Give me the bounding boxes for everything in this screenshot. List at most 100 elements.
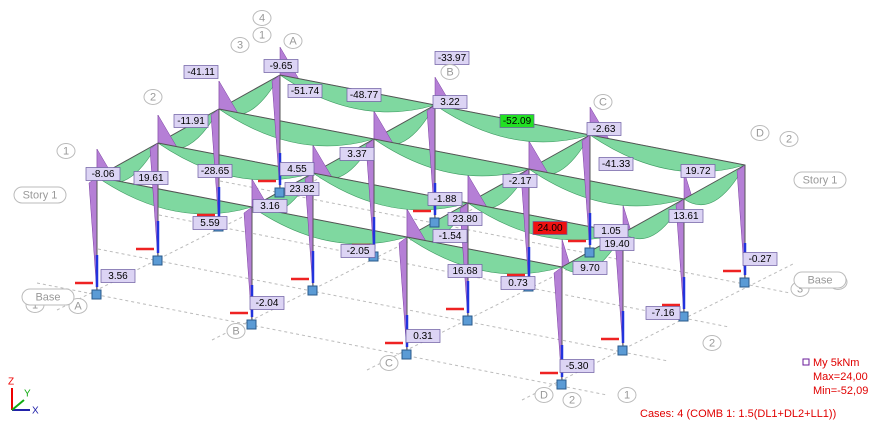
level-label: Base — [35, 291, 60, 303]
grid-bubble-label: 3 — [237, 39, 243, 51]
label-box — [502, 174, 538, 188]
legend-max: Max=24,00 — [813, 371, 868, 383]
moment-diagram-neg — [406, 208, 427, 241]
label-box — [599, 237, 635, 251]
value-label: -41.11 — [187, 67, 215, 78]
level-box — [793, 171, 847, 189]
legend-min: Min=-52,09 — [813, 385, 868, 397]
grid-bubble — [617, 387, 637, 403]
label-box — [559, 359, 595, 373]
level-box — [13, 186, 67, 204]
moment-diagram-neg — [528, 140, 549, 173]
label-box — [680, 164, 716, 178]
support — [246, 319, 257, 330]
label-box — [346, 88, 382, 102]
support — [91, 289, 102, 300]
grid-bubble-label: C — [385, 357, 393, 369]
value-label: 4.55 — [287, 164, 307, 175]
value-label: 3.56 — [108, 271, 128, 282]
value-label: -9.65 — [270, 61, 293, 72]
label-box — [284, 182, 320, 196]
label-box — [447, 212, 483, 226]
legend-icon — [802, 358, 810, 366]
moment-diagram — [406, 236, 563, 275]
axis-x-label: X — [32, 406, 39, 417]
label-box — [197, 164, 233, 178]
grid-bubble-label: B — [232, 325, 239, 337]
grid-bubble-label: 2 — [709, 337, 715, 349]
value-label: -1.54 — [439, 231, 462, 242]
support — [584, 247, 595, 258]
grid-bubble — [252, 10, 272, 26]
overlay: -41.11 -9.65 -33.97 -51.74 -48.77 3.22 -11.91 -… — [13, 10, 848, 408]
label-box — [85, 167, 121, 181]
support — [429, 217, 440, 228]
label-box — [598, 157, 634, 171]
support — [274, 187, 285, 198]
label-box — [173, 114, 209, 128]
label-box — [287, 84, 323, 98]
value-label: 0.73 — [508, 278, 528, 289]
grid-bubble — [534, 387, 554, 403]
grid-bubble-label: A — [74, 300, 82, 312]
value-label: 23.80 — [452, 214, 477, 225]
label-box — [249, 296, 285, 310]
value-label: 3.37 — [347, 149, 367, 160]
label-box — [183, 65, 219, 79]
support — [739, 277, 750, 288]
label-box — [742, 252, 778, 266]
label-box — [499, 114, 535, 128]
moment-diagram-neg — [561, 238, 570, 268]
grid-bubble-label: B — [446, 66, 453, 78]
grid-bubble — [750, 125, 770, 141]
value-label: 3.22 — [440, 97, 460, 108]
label-box — [192, 216, 228, 230]
label-box — [432, 95, 468, 109]
value-label: 13.61 — [673, 211, 698, 222]
label-box — [645, 306, 681, 320]
value-label: 5.59 — [200, 218, 220, 229]
grid-bubble-label: 2 — [150, 91, 156, 103]
grid-bubble — [779, 131, 799, 147]
value-label: -51.74 — [291, 86, 320, 97]
support — [307, 285, 318, 296]
grid-bubble-label: 4 — [259, 12, 265, 24]
grid-bubble-label: 3 — [797, 283, 803, 295]
grid-line — [521, 262, 796, 401]
moment-diagram-neg — [373, 110, 394, 143]
label-box — [586, 122, 622, 136]
value-label: -0.27 — [749, 254, 772, 265]
moment-diagram-neg — [312, 144, 333, 177]
value-label: -8.06 — [92, 169, 115, 180]
value-label: -48.77 — [350, 90, 379, 101]
support — [462, 315, 473, 326]
label-box — [339, 147, 375, 161]
grid-bubble — [226, 323, 246, 339]
axis-y — [11, 399, 25, 411]
value-label: -33.97 — [438, 53, 467, 64]
moment-diagram — [528, 168, 685, 207]
label-box — [668, 209, 704, 223]
value-label: -52.09 — [503, 116, 532, 127]
grid-bubble-label: C — [599, 96, 607, 108]
value-label: -41.33 — [602, 159, 631, 170]
grid-bubble-label: A — [289, 35, 297, 47]
value-label: 9.70 — [580, 263, 600, 274]
axis-y-label: Y — [24, 389, 31, 400]
grid-bubble-label: D — [540, 389, 548, 401]
value-label: 19.61 — [138, 173, 163, 184]
beam — [96, 176, 253, 208]
value-label: 19.72 — [685, 166, 710, 177]
label-box — [340, 244, 376, 258]
value-label: -7.16 — [652, 308, 675, 319]
label-box — [427, 192, 463, 206]
level-box — [793, 271, 847, 289]
label-box — [447, 264, 483, 278]
moment-diagram — [96, 176, 253, 215]
grid-bubble — [68, 298, 88, 314]
label-box — [572, 261, 608, 275]
value-label: -2.05 — [347, 246, 370, 257]
value-label: 19.40 — [604, 239, 629, 250]
beam — [683, 164, 746, 200]
label-box — [252, 199, 288, 213]
